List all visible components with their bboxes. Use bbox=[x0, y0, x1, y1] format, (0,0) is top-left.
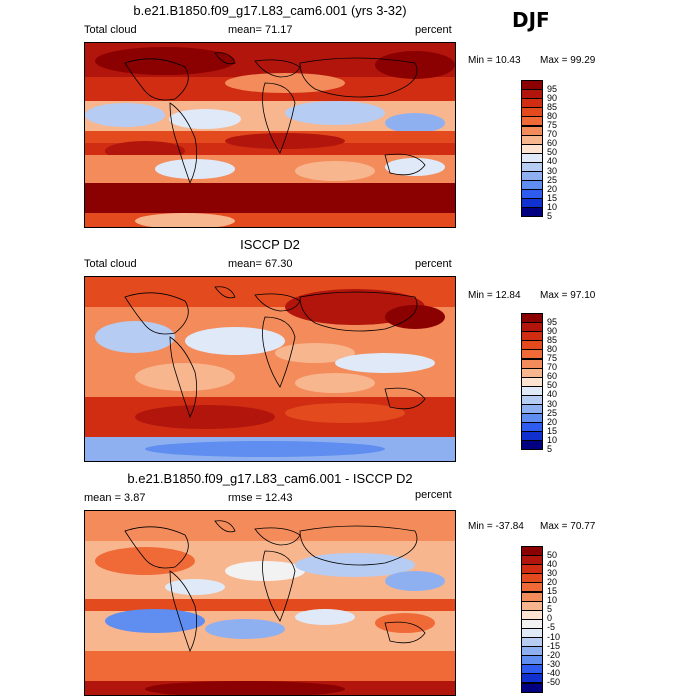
colorbar-tick-label: 50 bbox=[547, 147, 558, 158]
panel-2-map-field bbox=[85, 277, 455, 461]
panel-2-units-label: percent bbox=[415, 258, 452, 270]
panel-3-units-label: percent bbox=[415, 489, 452, 501]
colorbar-tick-label: 0 bbox=[547, 613, 553, 624]
colorbar-tick-label: 15 bbox=[547, 425, 558, 436]
panel-1-variable-label: Total cloud bbox=[84, 24, 137, 36]
colorbar-tick-label: 75 bbox=[547, 120, 558, 130]
panel-1-map-field bbox=[85, 43, 455, 227]
panel-3-map-field bbox=[85, 511, 455, 695]
colorbar-tick-label: 90 bbox=[547, 92, 558, 103]
panel-2-map bbox=[84, 276, 456, 462]
colorbar-tick-label: -50 bbox=[547, 677, 561, 687]
panel-1-max: Max = 99.29 bbox=[540, 55, 596, 66]
colorbar-tick-label: 20 bbox=[547, 183, 558, 194]
colorbar-tick-label: 40 bbox=[547, 389, 558, 400]
panel-2-max: Max = 97.10 bbox=[540, 290, 596, 301]
colorbar-tick-label: 70 bbox=[547, 129, 558, 140]
panel-3-min: Min = -37.84 bbox=[468, 521, 524, 532]
panel-3-title: b.e21.B1850.f09_g17.L83_cam6.001 - ISCCP… bbox=[127, 471, 413, 486]
colorbar-tick-label: 60 bbox=[547, 138, 558, 149]
colorbar-tick-label: 30 bbox=[547, 398, 558, 409]
panel-3-max: Max = 70.77 bbox=[540, 521, 596, 532]
colorbar-tick-label: -10 bbox=[547, 631, 561, 642]
panel-3-rmse-label: rmse = 12.43 bbox=[228, 492, 293, 504]
colorbar-tick-label: 20 bbox=[547, 576, 558, 587]
colorbar-swatch bbox=[521, 682, 543, 693]
colorbar-tick-label: -30 bbox=[547, 658, 561, 669]
panel-2-mean-label: mean= 67.30 bbox=[228, 258, 293, 270]
colorbar-tick-label: 30 bbox=[547, 567, 558, 578]
panel-3-mean-label: mean = 3.87 bbox=[84, 492, 146, 504]
colorbar-tick-label: -40 bbox=[547, 667, 561, 678]
panel-1-units-label: percent bbox=[415, 24, 452, 36]
colorbar-tick-label: -15 bbox=[547, 640, 561, 651]
colorbar-tick-label: 90 bbox=[547, 325, 558, 336]
colorbar-swatch bbox=[521, 440, 543, 451]
colorbar-tick-label: 75 bbox=[547, 353, 558, 363]
colorbar-tick-label: 40 bbox=[547, 156, 558, 167]
panel-2-min: Min = 12.84 bbox=[468, 290, 521, 301]
panel-1-mean-label: mean= 71.17 bbox=[228, 24, 293, 36]
colorbar-tick-label: 10 bbox=[547, 595, 558, 606]
colorbar-tick-label: 85 bbox=[547, 101, 558, 112]
colorbar-tick-label: 30 bbox=[547, 165, 558, 176]
colorbar-tick-label: 60 bbox=[547, 371, 558, 382]
colorbar-tick-label: 10 bbox=[547, 201, 558, 212]
colorbar-tick-label: 80 bbox=[547, 343, 558, 354]
colorbar-tick-label: 5 bbox=[547, 604, 553, 615]
panel-1-title: b.e21.B1850.f09_g17.L83_cam6.001 (yrs 3-… bbox=[133, 3, 407, 18]
colorbar-tick-label: 10 bbox=[547, 434, 558, 445]
colorbar-tick-label: 40 bbox=[547, 558, 558, 569]
colorbar-tick-label: 50 bbox=[547, 549, 558, 560]
panel-1-map bbox=[84, 42, 456, 228]
colorbar-tick-label: 95 bbox=[547, 316, 558, 327]
colorbar-tick-label: 25 bbox=[547, 174, 558, 185]
colorbar-tick-label: 85 bbox=[547, 334, 558, 345]
colorbar-tick-label: 15 bbox=[547, 192, 558, 203]
colorbar-tick-label: 20 bbox=[547, 416, 558, 427]
colorbar-tick-label: 80 bbox=[547, 110, 558, 121]
panel-2-title: ISCCP D2 bbox=[240, 237, 300, 252]
colorbar-tick-label: 25 bbox=[547, 407, 558, 418]
colorbar-tick-label: 95 bbox=[547, 83, 558, 94]
colorbar-tick-label: -5 bbox=[547, 622, 556, 633]
colorbar-swatch bbox=[521, 207, 543, 218]
panel-3-map bbox=[84, 510, 456, 696]
panel-2-variable-label: Total cloud bbox=[84, 258, 137, 270]
colorbar-tick-label: 5 bbox=[547, 211, 553, 221]
colorbar-tick-label: 50 bbox=[547, 380, 558, 391]
season-label: DJF bbox=[512, 8, 550, 32]
colorbar-tick-label: 5 bbox=[547, 444, 553, 454]
panel-1-min: Min = 10.43 bbox=[468, 55, 521, 66]
colorbar-tick-label: -20 bbox=[547, 649, 561, 660]
colorbar-tick-label: 15 bbox=[547, 586, 558, 596]
colorbar-tick-label: 70 bbox=[547, 362, 558, 373]
